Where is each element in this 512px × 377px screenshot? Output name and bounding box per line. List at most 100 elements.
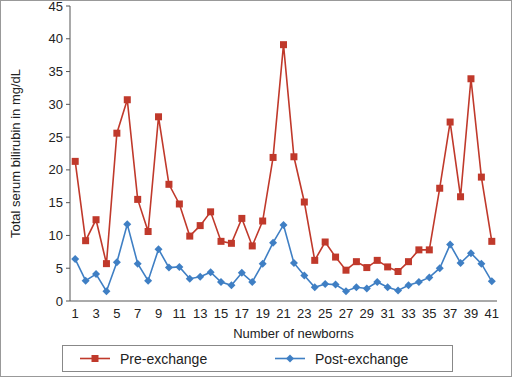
point — [373, 278, 381, 286]
y-tick-label: 0 — [56, 294, 63, 309]
point — [228, 240, 235, 247]
x-tick-label: 11 — [173, 306, 187, 321]
point — [415, 278, 423, 286]
x-tick-label: 41 — [485, 306, 499, 321]
y-tick-label: 30 — [49, 97, 63, 112]
point — [82, 237, 89, 244]
x-tick-label: 23 — [297, 306, 311, 321]
point — [248, 278, 256, 286]
point — [457, 259, 465, 267]
point — [123, 220, 131, 228]
point — [478, 174, 485, 181]
legend-marker — [286, 355, 294, 363]
x-tick-label: 31 — [380, 306, 394, 321]
y-tick-label: 35 — [49, 64, 63, 79]
x-tick-label: 27 — [339, 306, 353, 321]
point — [447, 119, 454, 126]
x-axis-title: Number of newborns — [233, 326, 354, 341]
point — [238, 215, 245, 222]
point — [321, 280, 329, 288]
point — [322, 239, 329, 246]
point — [332, 281, 340, 289]
point — [488, 277, 496, 285]
point — [395, 268, 402, 275]
point — [342, 287, 350, 295]
y-tick — [66, 268, 70, 269]
x-tick-label: 5 — [113, 306, 120, 321]
point — [259, 218, 266, 225]
point — [249, 242, 256, 249]
point — [384, 263, 391, 270]
x-tick-label: 21 — [276, 306, 290, 321]
point — [93, 216, 100, 223]
point — [311, 283, 319, 291]
point — [446, 241, 454, 249]
point — [176, 200, 183, 207]
point — [425, 273, 433, 281]
point — [270, 154, 277, 161]
point — [467, 249, 475, 257]
point — [207, 268, 215, 276]
point — [384, 283, 392, 291]
point — [196, 273, 204, 281]
chart: 0510152025303540451357911131517192123252… — [0, 0, 512, 377]
point — [457, 193, 464, 200]
point — [186, 233, 193, 240]
point — [426, 246, 433, 253]
series-line — [75, 224, 492, 291]
point — [363, 285, 371, 293]
y-tick — [66, 104, 70, 105]
point — [488, 238, 495, 245]
point — [155, 245, 163, 253]
point — [290, 153, 297, 160]
point — [144, 277, 152, 285]
point — [342, 267, 349, 274]
point — [197, 222, 204, 229]
x-tick-label: 39 — [464, 306, 478, 321]
y-tick-label: 45 — [49, 0, 63, 14]
point — [332, 254, 339, 261]
legend-box — [63, 346, 453, 372]
point — [477, 260, 485, 268]
point — [405, 258, 412, 265]
point — [71, 255, 79, 263]
x-tick-label: 17 — [235, 306, 249, 321]
x-tick-label: 15 — [214, 306, 228, 321]
point — [134, 260, 142, 268]
x-tick-label: 25 — [318, 306, 332, 321]
point — [467, 75, 474, 82]
y-tick — [66, 71, 70, 72]
y-tick — [66, 137, 70, 138]
point — [186, 275, 194, 283]
x-tick-label: 1 — [72, 306, 79, 321]
point — [436, 185, 443, 192]
y-tick-label: 25 — [49, 130, 63, 145]
point — [374, 257, 381, 264]
point — [280, 41, 287, 48]
y-tick-label: 5 — [56, 261, 63, 276]
point — [124, 96, 131, 103]
point — [290, 259, 298, 267]
point — [113, 258, 121, 266]
point — [353, 258, 360, 265]
point — [92, 270, 100, 278]
legend-label: Post-exchange — [315, 351, 409, 367]
x-tick-label: 37 — [443, 306, 457, 321]
x-tick-label: 19 — [255, 306, 269, 321]
point — [363, 264, 370, 271]
point — [165, 264, 173, 272]
point — [103, 260, 110, 267]
point — [352, 283, 360, 291]
y-tick-label: 15 — [49, 195, 63, 210]
y-tick — [66, 301, 70, 302]
x-tick-label: 7 — [134, 306, 141, 321]
legend-marker — [92, 355, 99, 362]
point — [175, 263, 183, 271]
point — [280, 221, 288, 229]
x-tick-label: 3 — [92, 306, 99, 321]
point — [300, 271, 308, 279]
y-tick-label: 40 — [49, 31, 63, 46]
point — [145, 228, 152, 235]
point — [269, 239, 277, 247]
point — [72, 158, 79, 165]
